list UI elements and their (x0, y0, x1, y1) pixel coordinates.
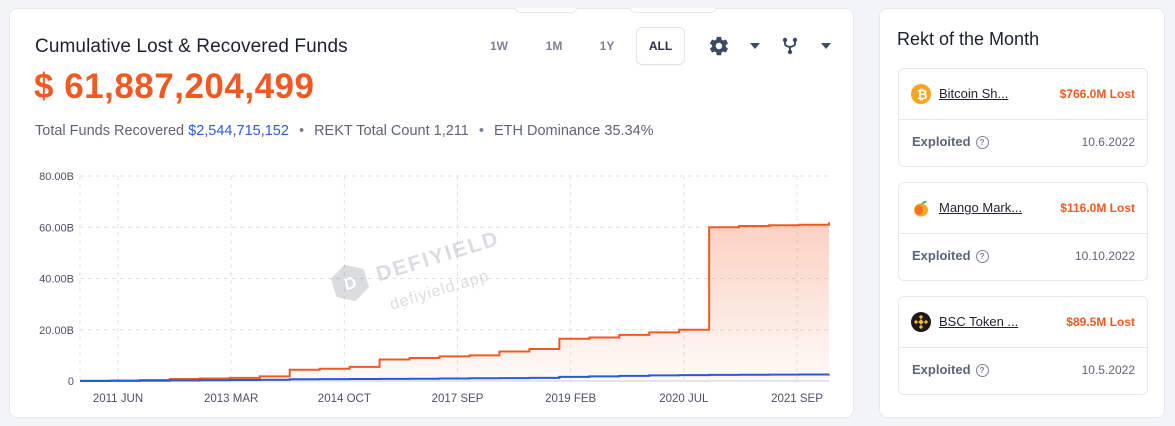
protocol-name-link[interactable]: Bitcoin Sh... (939, 86, 1009, 101)
cumulative-funds-card: Cumulative Lost & Recovered Funds $ 61,8… (9, 8, 854, 418)
rekt-count: REKT Total Count 1,211 (314, 123, 469, 139)
caret-down-icon[interactable] (819, 39, 833, 53)
mango-icon (911, 198, 931, 218)
gear-icon[interactable] (708, 35, 730, 57)
y-tick-label: 20.00B (39, 325, 74, 337)
exploit-date: 10.6.2022 (1081, 135, 1135, 149)
caret-down-icon[interactable] (748, 39, 762, 53)
rekt-item[interactable]: BSC Token ... $89.5M Lost Exploited? 10.… (898, 296, 1148, 395)
exploit-date: 10.5.2022 (1081, 363, 1135, 377)
lost-funds-area (80, 222, 829, 381)
x-tick-label: 2013 MAR (204, 393, 258, 405)
recovered-value: $2,544,715,152 (188, 123, 289, 139)
x-tick-label: 2019 FEB (545, 393, 596, 405)
exploit-status-text: Exploited (912, 248, 971, 263)
question-circle-icon[interactable]: ? (975, 364, 989, 377)
rekt-item[interactable]: ₿ Bitcoin Sh... $766.0M Lost Exploited? … (898, 68, 1148, 167)
eth-dominance: ETH Dominance 35.34% (493, 123, 654, 139)
x-tick-label: 2014 OCT (318, 393, 371, 405)
y-tick-label: 40.00B (39, 274, 74, 286)
exploit-date: 10.10.2022 (1074, 249, 1135, 263)
question-circle-icon[interactable]: ? (975, 136, 989, 149)
recovered-funds-line (80, 373, 830, 382)
defiyield-watermark: D DEFIYIELD defiyield.app (330, 227, 502, 314)
range-1y-button[interactable]: 1Y (599, 39, 615, 53)
question-circle-icon[interactable]: ? (975, 250, 989, 263)
fork-icon[interactable] (780, 35, 800, 57)
exploit-status: Exploited? (912, 134, 989, 149)
x-tick-label: 2011 JUN (93, 393, 143, 405)
bitcoin-icon: ₿ (911, 84, 931, 104)
total-lost-value: $ 61,887,204,499 (34, 67, 315, 106)
y-tick-label: 80.00B (39, 171, 74, 183)
lost-amount: $116.0M Lost (1060, 201, 1135, 215)
lost-amount: $766.0M Lost (1059, 87, 1135, 101)
recovered-label: Total Funds Recovered (35, 123, 185, 139)
svg-text:₿: ₿ (917, 87, 928, 102)
rekt-of-month-title: Rekt of the Month (897, 29, 1040, 49)
rekt-item-header: Mango Mark... $116.0M Lost (899, 183, 1147, 234)
exploit-status-text: Exploited (912, 134, 971, 149)
lost-funds-line (80, 222, 830, 382)
y-tick-label: 60.00B (39, 222, 74, 234)
lost-amount: $89.5M Lost (1066, 315, 1135, 329)
svg-text:D: D (342, 272, 359, 294)
bnb-icon (911, 312, 931, 332)
x-tick-label: 2021 SEP (771, 393, 823, 405)
exploit-status: Exploited? (912, 362, 989, 377)
protocol-name-link[interactable]: Mango Mark... (939, 200, 1023, 215)
separator-dot: • (478, 123, 484, 139)
range-all-button[interactable]: ALL (636, 27, 685, 65)
exploit-status: Exploited? (912, 248, 989, 263)
exploit-status-text: Exploited (912, 362, 971, 377)
x-tick-label: 2020 JUL (659, 393, 709, 405)
y-tick-label: 0 (68, 376, 74, 388)
protocol-name-link[interactable]: BSC Token ... (939, 314, 1019, 329)
separator-dot: • (298, 123, 305, 139)
rekt-of-month-card: Rekt of the Month ₿ Bitcoin Sh... $766.0… (879, 8, 1165, 418)
rekt-item[interactable]: Mango Mark... $116.0M Lost Exploited? 10… (898, 182, 1148, 281)
rekt-item-header: BSC Token ... $89.5M Lost (899, 297, 1147, 348)
range-1w-button[interactable]: 1W (490, 39, 508, 53)
x-tick-label: 2017 SEP (432, 393, 484, 405)
range-1m-button[interactable]: 1M (545, 39, 563, 53)
rekt-item-header: ₿ Bitcoin Sh... $766.0M Lost (899, 69, 1147, 120)
cumulative-funds-chart: D DEFIYIELD defiyield.app 0 20.00B 40.00B 6… (39, 171, 830, 405)
chart-title: Cumulative Lost & Recovered Funds (35, 36, 348, 57)
stats-line: Total Funds Recovered $2,544,715,152 • R… (35, 123, 654, 139)
